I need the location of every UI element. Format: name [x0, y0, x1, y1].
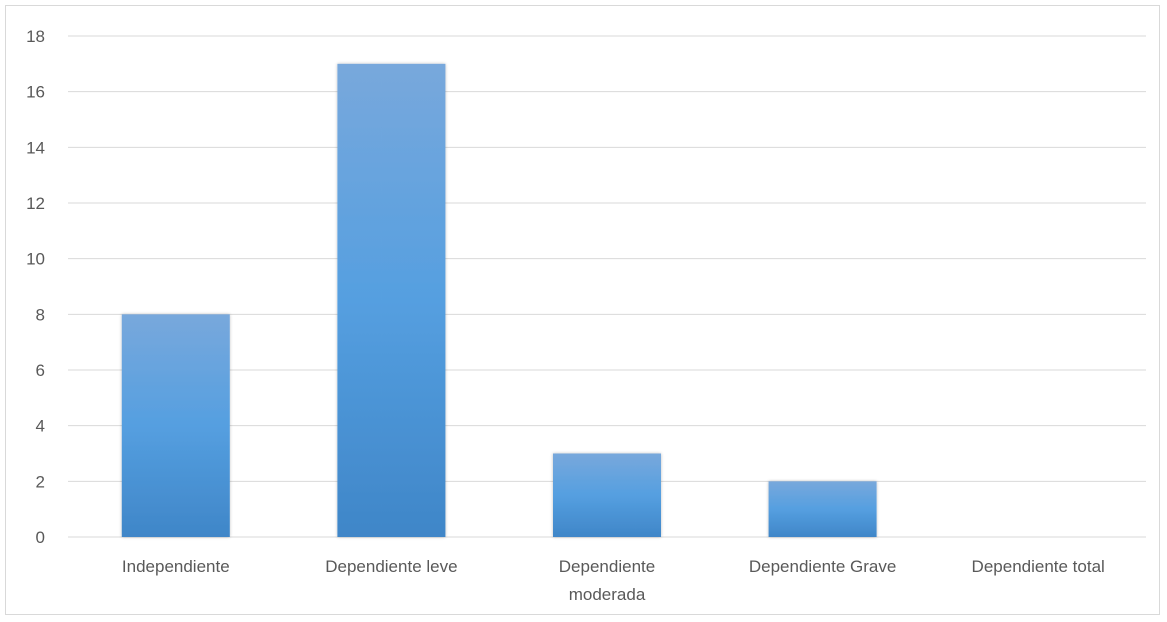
y-tick-label: 14 — [26, 138, 45, 157]
bar-3 — [768, 481, 877, 537]
y-tick-label: 16 — [26, 83, 45, 102]
x-category-label-line: moderada — [569, 585, 646, 604]
x-category-label-line: Dependiente total — [972, 557, 1105, 576]
x-category-label-line: Independiente — [122, 557, 230, 576]
x-category-label-line: Dependiente leve — [325, 557, 457, 576]
x-category-label: Dependiente leve — [325, 557, 457, 576]
y-tick-label: 8 — [36, 305, 45, 324]
x-category-label-line: Dependiente — [559, 557, 655, 576]
bar-0 — [121, 314, 230, 537]
bars — [121, 63, 877, 537]
bar-1 — [337, 63, 446, 537]
x-category-label-line: Dependiente Grave — [749, 557, 896, 576]
y-axis-ticks: 0 2 4 6 8 10 12 14 16 18 — [26, 27, 45, 547]
y-tick-label: 18 — [26, 27, 45, 46]
x-category-label: Dependiente total — [972, 557, 1105, 576]
gridlines — [68, 35, 1146, 538]
bar-2 — [553, 453, 661, 537]
y-tick-label: 12 — [26, 194, 45, 213]
x-axis-labels: Independiente Dependiente leve Dependiente… — [122, 557, 1105, 604]
y-tick-label: 10 — [26, 250, 45, 269]
x-category-label: Dependiente Grave — [749, 557, 896, 576]
x-category-label: Dependiente moderada — [559, 557, 655, 604]
y-tick-label: 4 — [36, 417, 45, 436]
x-category-label: Independiente — [122, 557, 230, 576]
y-tick-label: 0 — [36, 528, 45, 547]
y-tick-label: 2 — [36, 472, 45, 491]
y-tick-label: 6 — [36, 361, 45, 380]
